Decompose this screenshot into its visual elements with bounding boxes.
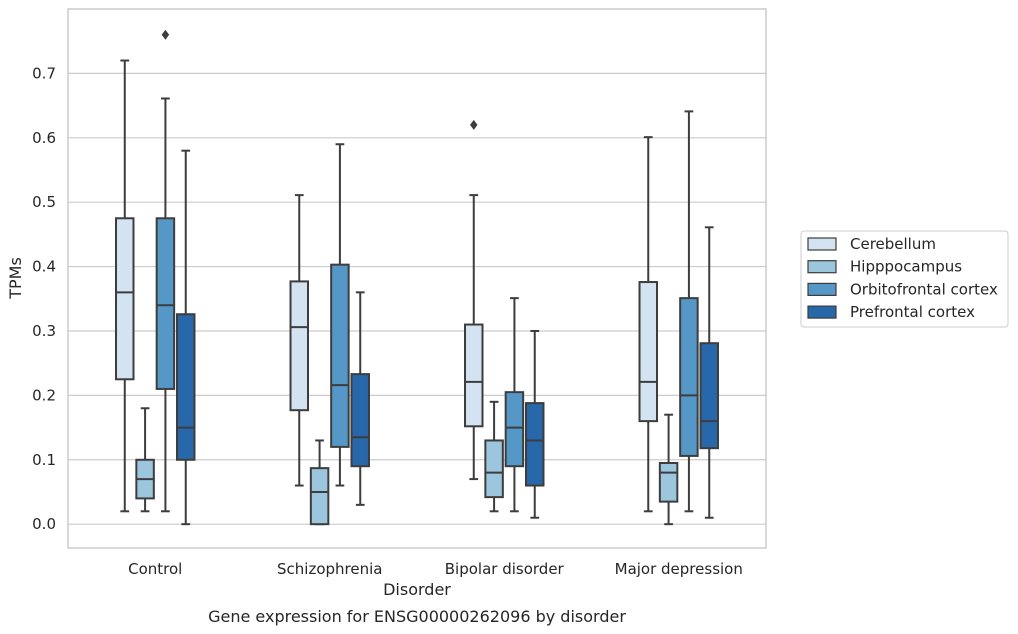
- y-tick-label: 0.6: [32, 129, 56, 147]
- box: [679, 110, 699, 513]
- box: [504, 297, 525, 513]
- box-body: [504, 391, 525, 468]
- legend-item: Orbitofrontal cortex: [807, 280, 998, 298]
- x-axis-label: Disorder: [383, 580, 451, 599]
- legend-item: Cerebellum: [807, 235, 936, 253]
- box-body: [330, 263, 350, 448]
- box: [484, 400, 504, 513]
- box: [289, 194, 309, 487]
- outlier-point: [161, 29, 170, 40]
- legend-swatch: [807, 260, 837, 274]
- legend-swatch: [807, 237, 837, 251]
- box-body: [484, 439, 504, 499]
- box-body: [115, 217, 135, 381]
- box-body: [350, 373, 370, 468]
- box: [638, 136, 658, 513]
- box: [115, 59, 135, 513]
- x-tick-label: Bipolar disorder: [445, 560, 565, 578]
- x-tick-labels: Control Schizophrenia Bipolar disorder Majo…: [128, 560, 743, 578]
- box: [330, 143, 350, 487]
- box: [155, 29, 176, 513]
- chart-caption: Gene expression for ENSG00000262096 by d…: [208, 607, 626, 626]
- box-body: [679, 297, 699, 457]
- box-body: [464, 323, 484, 428]
- y-tick-label: 0.5: [32, 193, 56, 211]
- legend-label: Cerebellum: [850, 235, 936, 253]
- legend-swatch: [807, 282, 837, 296]
- box: [658, 413, 679, 526]
- box-body: [309, 467, 330, 526]
- box: [135, 407, 155, 513]
- box: [309, 439, 330, 526]
- box-body: [525, 402, 545, 487]
- y-tick-label: 0.2: [32, 386, 56, 404]
- box: [176, 149, 196, 526]
- legend-item: Hipppocampus: [807, 258, 962, 276]
- box: [350, 291, 370, 506]
- legend: Cerebellum Hipppocampus Orbitofrontal cort…: [800, 230, 1009, 328]
- legend-label: Prefrontal cortex: [850, 303, 975, 321]
- y-tick-label: 0.0: [32, 515, 56, 533]
- x-tick-label: Major depression: [615, 560, 743, 578]
- y-tick-labels: 0.0 0.1 0.2 0.3 0.4 0.5 0.6 0.7: [32, 64, 56, 533]
- box: [525, 329, 545, 519]
- legend-item: Prefrontal cortex: [807, 303, 975, 321]
- x-tick-label: Schizophrenia: [277, 560, 382, 578]
- box-body: [289, 280, 309, 412]
- x-tick-label: Control: [128, 560, 182, 578]
- box-body: [176, 313, 196, 461]
- legend-swatch: [807, 305, 837, 319]
- box-body: [155, 217, 176, 390]
- boxes: [115, 29, 719, 526]
- legend-label: Orbitofrontal cortex: [850, 280, 998, 298]
- box-body: [699, 342, 719, 450]
- box: [464, 119, 484, 481]
- outlier-point: [470, 119, 478, 130]
- box-body: [658, 461, 679, 503]
- y-tick-label: 0.7: [32, 64, 56, 82]
- box: [699, 226, 719, 519]
- legend-frame: [800, 230, 1009, 328]
- y-tick-label: 0.4: [32, 258, 56, 276]
- legend-label: Hipppocampus: [850, 258, 962, 276]
- y-axis-label: TPMs: [6, 257, 25, 300]
- y-tick-label: 0.3: [32, 322, 56, 340]
- plot-frame: [67, 8, 767, 549]
- y-tick-label: 0.1: [32, 451, 56, 469]
- box-body: [638, 281, 658, 423]
